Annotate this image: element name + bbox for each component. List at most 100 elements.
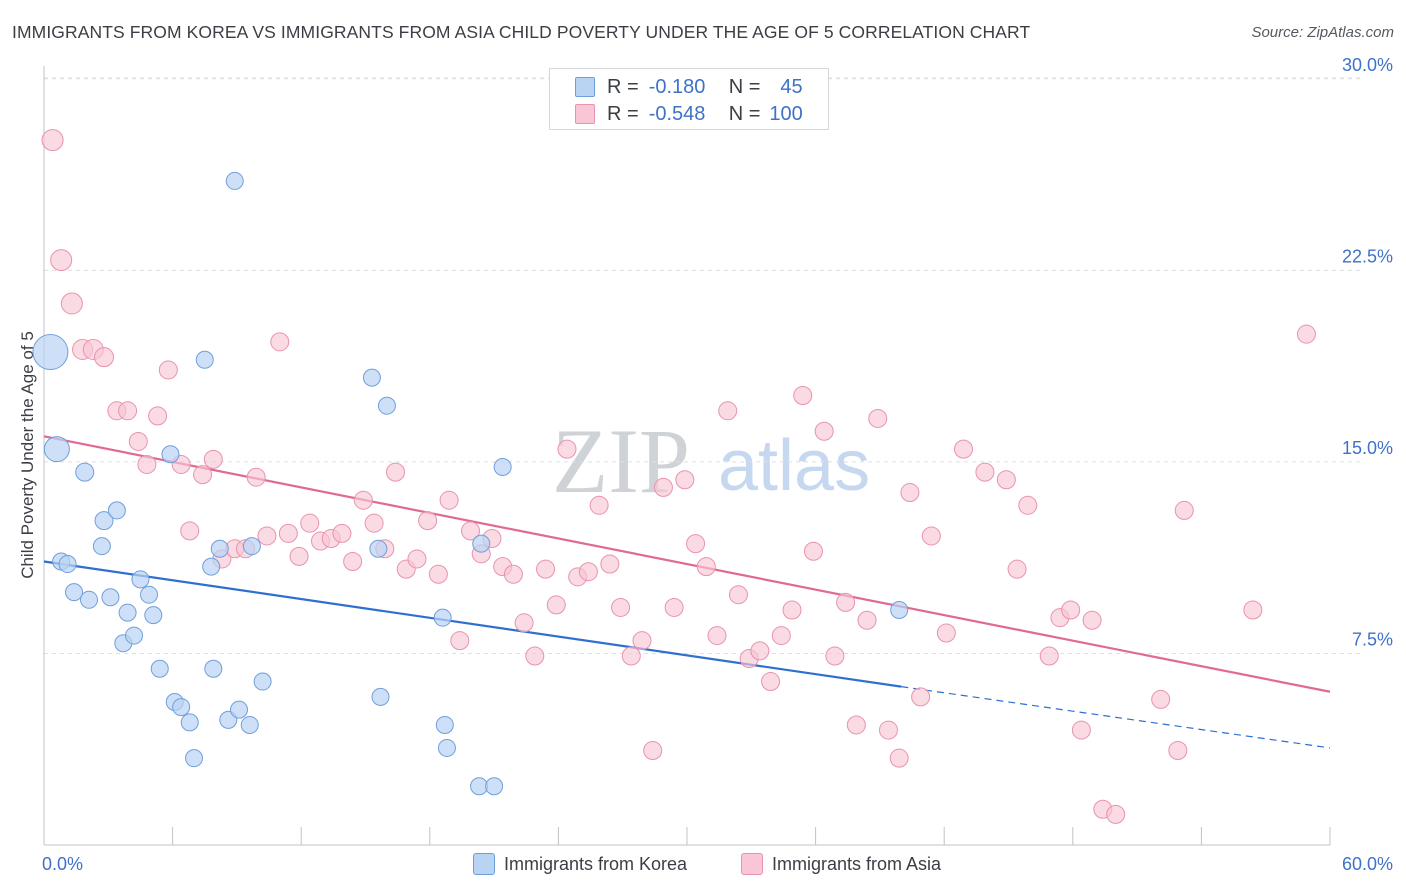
- data-point-asia: [300, 513, 320, 533]
- data-point-asia: [621, 646, 641, 666]
- data-point-asia: [578, 562, 598, 582]
- data-point-korea: [230, 700, 249, 719]
- data-point-asia: [600, 554, 620, 574]
- data-point-asia: [289, 546, 309, 566]
- data-point-korea: [240, 715, 259, 734]
- data-point-korea: [144, 606, 163, 625]
- data-point-korea: [80, 590, 99, 609]
- data-point-korea: [253, 672, 272, 691]
- data-point-asia: [878, 720, 898, 740]
- watermark-atlas: atlas: [718, 426, 870, 506]
- data-point-korea: [242, 537, 261, 556]
- data-point-asia: [257, 526, 277, 546]
- data-point-asia: [514, 613, 534, 633]
- data-point-asia: [1243, 600, 1263, 620]
- data-point-asia: [936, 623, 956, 643]
- data-point-asia: [696, 557, 716, 577]
- legend-r-label: R =: [607, 102, 639, 125]
- data-point-asia: [428, 564, 448, 584]
- data-point-asia: [1018, 495, 1038, 515]
- y-tick-label: 7.5%: [1352, 629, 1393, 649]
- data-point-korea: [435, 715, 454, 734]
- tick-labels: 7.5% 15.0% 22.5% 30.0% 0.0% 60.0%: [42, 55, 1393, 874]
- data-point-asia: [707, 626, 727, 646]
- data-point-korea: [362, 368, 381, 387]
- data-point-korea: [107, 501, 126, 520]
- data-point-asia: [750, 641, 770, 661]
- data-point-asia: [825, 646, 845, 666]
- data-point-asia: [94, 347, 115, 368]
- data-point-korea: [472, 534, 491, 553]
- data-point-asia: [546, 595, 566, 615]
- data-point-korea: [101, 588, 120, 607]
- data-point-korea: [185, 749, 204, 768]
- data-point-asia: [632, 631, 652, 651]
- data-point-asia: [246, 467, 266, 487]
- data-point-asia: [270, 332, 290, 352]
- data-point-asia: [793, 385, 813, 405]
- data-point-asia: [771, 626, 791, 646]
- data-point-korea: [369, 539, 388, 558]
- data-point-korea: [437, 738, 456, 757]
- data-point-korea: [202, 557, 221, 576]
- data-point-asia: [60, 292, 83, 315]
- legend-swatch-asia: [575, 104, 595, 124]
- y-tick-label: 30.0%: [1342, 55, 1393, 75]
- data-point-asia: [1082, 610, 1102, 630]
- data-point-asia: [589, 495, 609, 515]
- data-point-asia: [439, 490, 459, 510]
- legend-row-asia: R = -0.548 N = 100: [575, 101, 803, 127]
- data-point-asia: [611, 597, 631, 617]
- y-tick-label: 15.0%: [1342, 438, 1393, 458]
- data-point-asia: [148, 406, 168, 426]
- data-point-asia: [1071, 720, 1091, 740]
- data-point-korea: [75, 462, 95, 482]
- data-point-asia: [857, 610, 877, 630]
- data-point-asia: [761, 672, 781, 692]
- x-tick-label: 0.0%: [42, 854, 83, 874]
- data-point-korea: [433, 608, 452, 627]
- data-point-asia: [193, 465, 213, 485]
- data-point-asia: [911, 687, 931, 707]
- data-point-asia: [450, 631, 470, 651]
- data-point-asia: [868, 408, 888, 428]
- legend-n-label: N =: [728, 75, 761, 98]
- data-point-korea: [118, 603, 137, 622]
- data-point-asia: [137, 454, 157, 474]
- data-point-korea: [161, 445, 180, 464]
- legend-n-label: N =: [728, 102, 761, 125]
- data-point-korea: [377, 396, 396, 415]
- data-point-asia: [1106, 804, 1126, 824]
- data-point-korea: [210, 539, 229, 558]
- data-point-asia: [975, 462, 995, 482]
- data-point-asia: [900, 483, 920, 503]
- data-point-korea: [58, 555, 77, 574]
- data-point-korea: [140, 585, 159, 604]
- source-label: Source: ZipAtlas.com: [1251, 24, 1394, 41]
- data-point-asia: [718, 401, 738, 421]
- bottom-legend-asia: Immigrants from Asia: [741, 850, 941, 878]
- data-point-korea: [172, 698, 191, 717]
- data-point-asia: [675, 470, 695, 490]
- data-point-asia: [41, 129, 64, 152]
- data-point-asia: [203, 449, 223, 469]
- data-point-korea: [180, 713, 199, 732]
- data-point-asia: [118, 401, 138, 421]
- data-point-asia: [846, 715, 866, 735]
- data-point-korea: [150, 659, 169, 678]
- data-point-asia: [364, 513, 384, 533]
- data-point-korea: [485, 777, 504, 796]
- data-point-asia: [418, 511, 438, 531]
- data-point-asia: [653, 477, 673, 497]
- data-point-korea: [195, 350, 214, 369]
- data-point-asia: [557, 439, 577, 459]
- data-point-asia: [278, 523, 298, 543]
- data-point-korea: [125, 626, 144, 645]
- chart-title: IMMIGRANTS FROM KOREA VS IMMIGRANTS FROM…: [12, 22, 1031, 42]
- data-point-asia: [803, 541, 823, 561]
- data-point-asia: [1007, 559, 1027, 579]
- data-point-asia: [343, 551, 363, 571]
- legend-row-korea: R = -0.180 N = 45: [575, 74, 803, 100]
- data-point-korea: [32, 334, 69, 371]
